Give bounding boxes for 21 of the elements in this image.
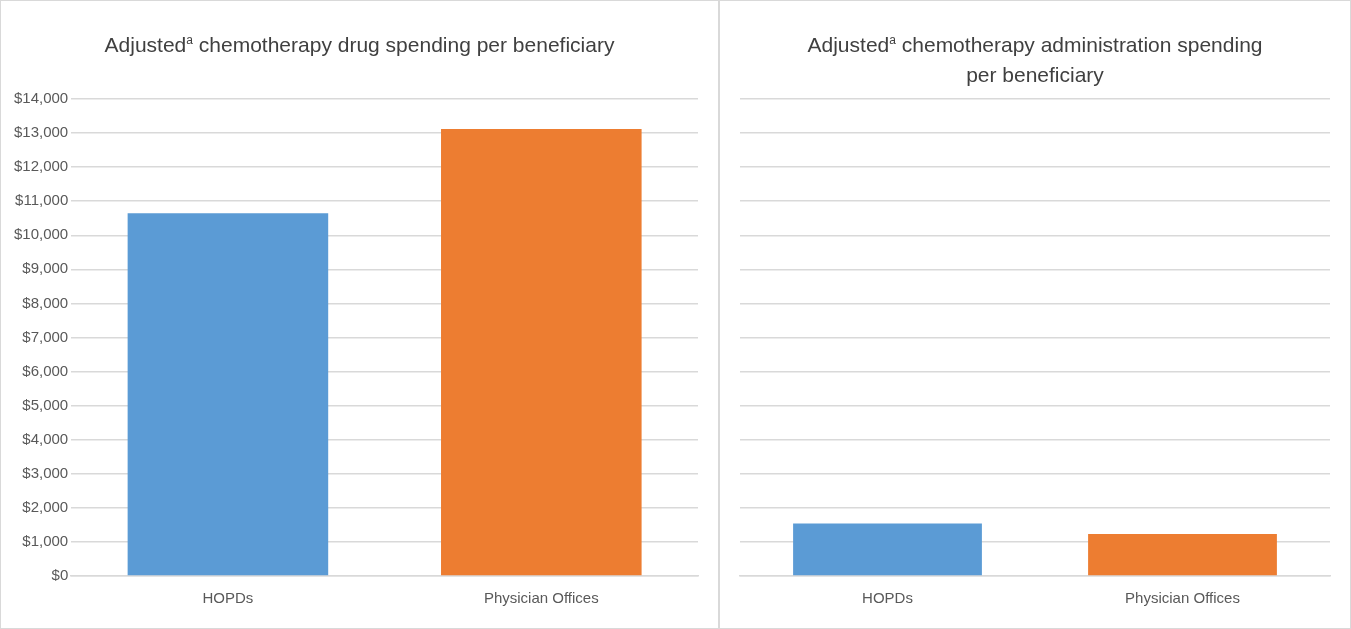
chart-title: Adjusted$^{a}$ chemotherapy administration spending per beneficiary: [806, 32, 1264, 88]
y-tick-label: $13,000: [13, 123, 69, 141]
y-tick-label: $14,000: [13, 89, 69, 107]
y-tick-label: $10,000: [13, 225, 69, 243]
y-tick-label: $11,000: [15, 191, 69, 209]
y-tick-label: $5,000: [22, 395, 69, 413]
y-tick-label: $7,000: [22, 327, 69, 345]
x-tick-label: Physician Offices: [483, 589, 599, 607]
y-tick-label: $8,000: [22, 293, 69, 311]
x-tick-label: Physician Offices: [1125, 589, 1240, 607]
y-tick-label: $4,000: [22, 429, 69, 447]
y-tick-label: $3,000: [22, 463, 69, 481]
y-tick-label: $12,000: [13, 157, 69, 175]
x-tick-label: HOPDs: [862, 589, 913, 607]
y-tick-label: $1,000: [22, 532, 69, 550]
x-tick-label: HOPDs: [202, 589, 254, 607]
y-tick-label: $6,000: [22, 361, 69, 379]
y-tick-label: $0: [51, 566, 69, 584]
y-tick-label: $9,000: [22, 259, 69, 277]
y-tick-label: $2,000: [22, 498, 69, 515]
chart-title: Adjusted$^{a}$ chemotherapy drug spending per beneficiary: [103, 32, 616, 58]
